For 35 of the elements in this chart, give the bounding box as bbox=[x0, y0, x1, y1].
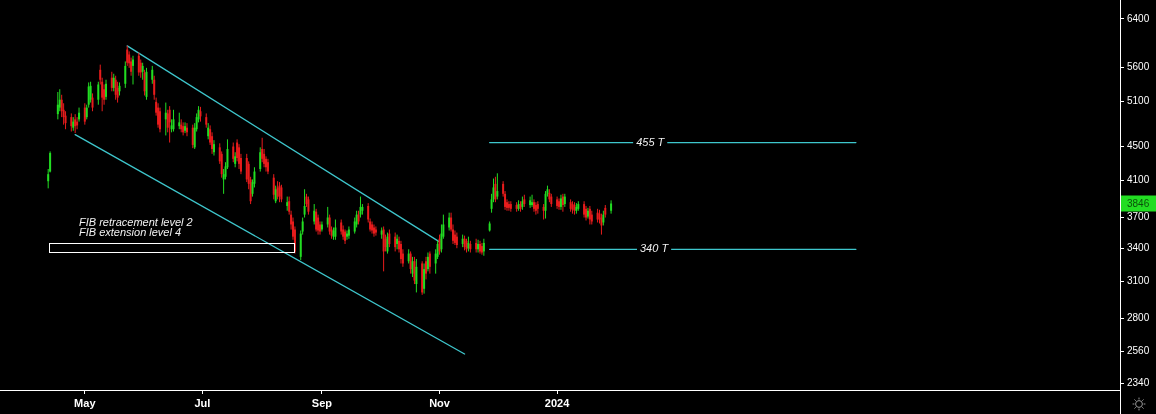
y-tick-label: 5100 bbox=[1127, 94, 1150, 106]
candlestick bbox=[137, 52, 140, 77]
candlestick bbox=[315, 208, 318, 233]
annotation: 455 T bbox=[636, 135, 666, 148]
x-tick-label: Sep bbox=[311, 396, 333, 409]
y-tick-label: 4500 bbox=[1127, 140, 1150, 152]
candlestick bbox=[428, 250, 431, 275]
x-tick-label: Nov bbox=[429, 396, 451, 409]
y-tick-label: 3700 bbox=[1127, 211, 1150, 223]
annotation: FIB retracement level 2 bbox=[79, 216, 193, 228]
annotation: FIB extension level 4 bbox=[79, 226, 183, 238]
x-tick-label: 2024 bbox=[544, 396, 571, 409]
candlestick bbox=[415, 258, 418, 293]
annotation: 340 T bbox=[640, 242, 670, 255]
candlestick bbox=[132, 55, 135, 85]
y-tick-label: 3100 bbox=[1127, 275, 1150, 287]
annotation: 3846 bbox=[1127, 197, 1150, 209]
x-tick-label: Jul bbox=[194, 396, 211, 409]
y-tick-label: 2560 bbox=[1127, 344, 1150, 356]
candlestick bbox=[272, 173, 275, 200]
candlestick bbox=[105, 79, 108, 101]
candlestick bbox=[56, 91, 59, 120]
candlestick bbox=[164, 102, 167, 136]
candlestick bbox=[78, 107, 81, 123]
y-tick-label: 2340 bbox=[1127, 377, 1150, 389]
candlestick bbox=[347, 225, 350, 240]
y-tick-label: 5600 bbox=[1127, 60, 1150, 72]
candlestick bbox=[610, 199, 613, 215]
y-tick-label: 4100 bbox=[1127, 174, 1150, 186]
y-tick-label: 6400 bbox=[1127, 12, 1150, 24]
candlestick bbox=[496, 172, 499, 200]
x-tick-label: May bbox=[74, 396, 97, 409]
candlestick bbox=[342, 224, 345, 241]
y-tick-label: 2800 bbox=[1127, 312, 1150, 324]
y-tick-label: 3400 bbox=[1127, 241, 1150, 253]
